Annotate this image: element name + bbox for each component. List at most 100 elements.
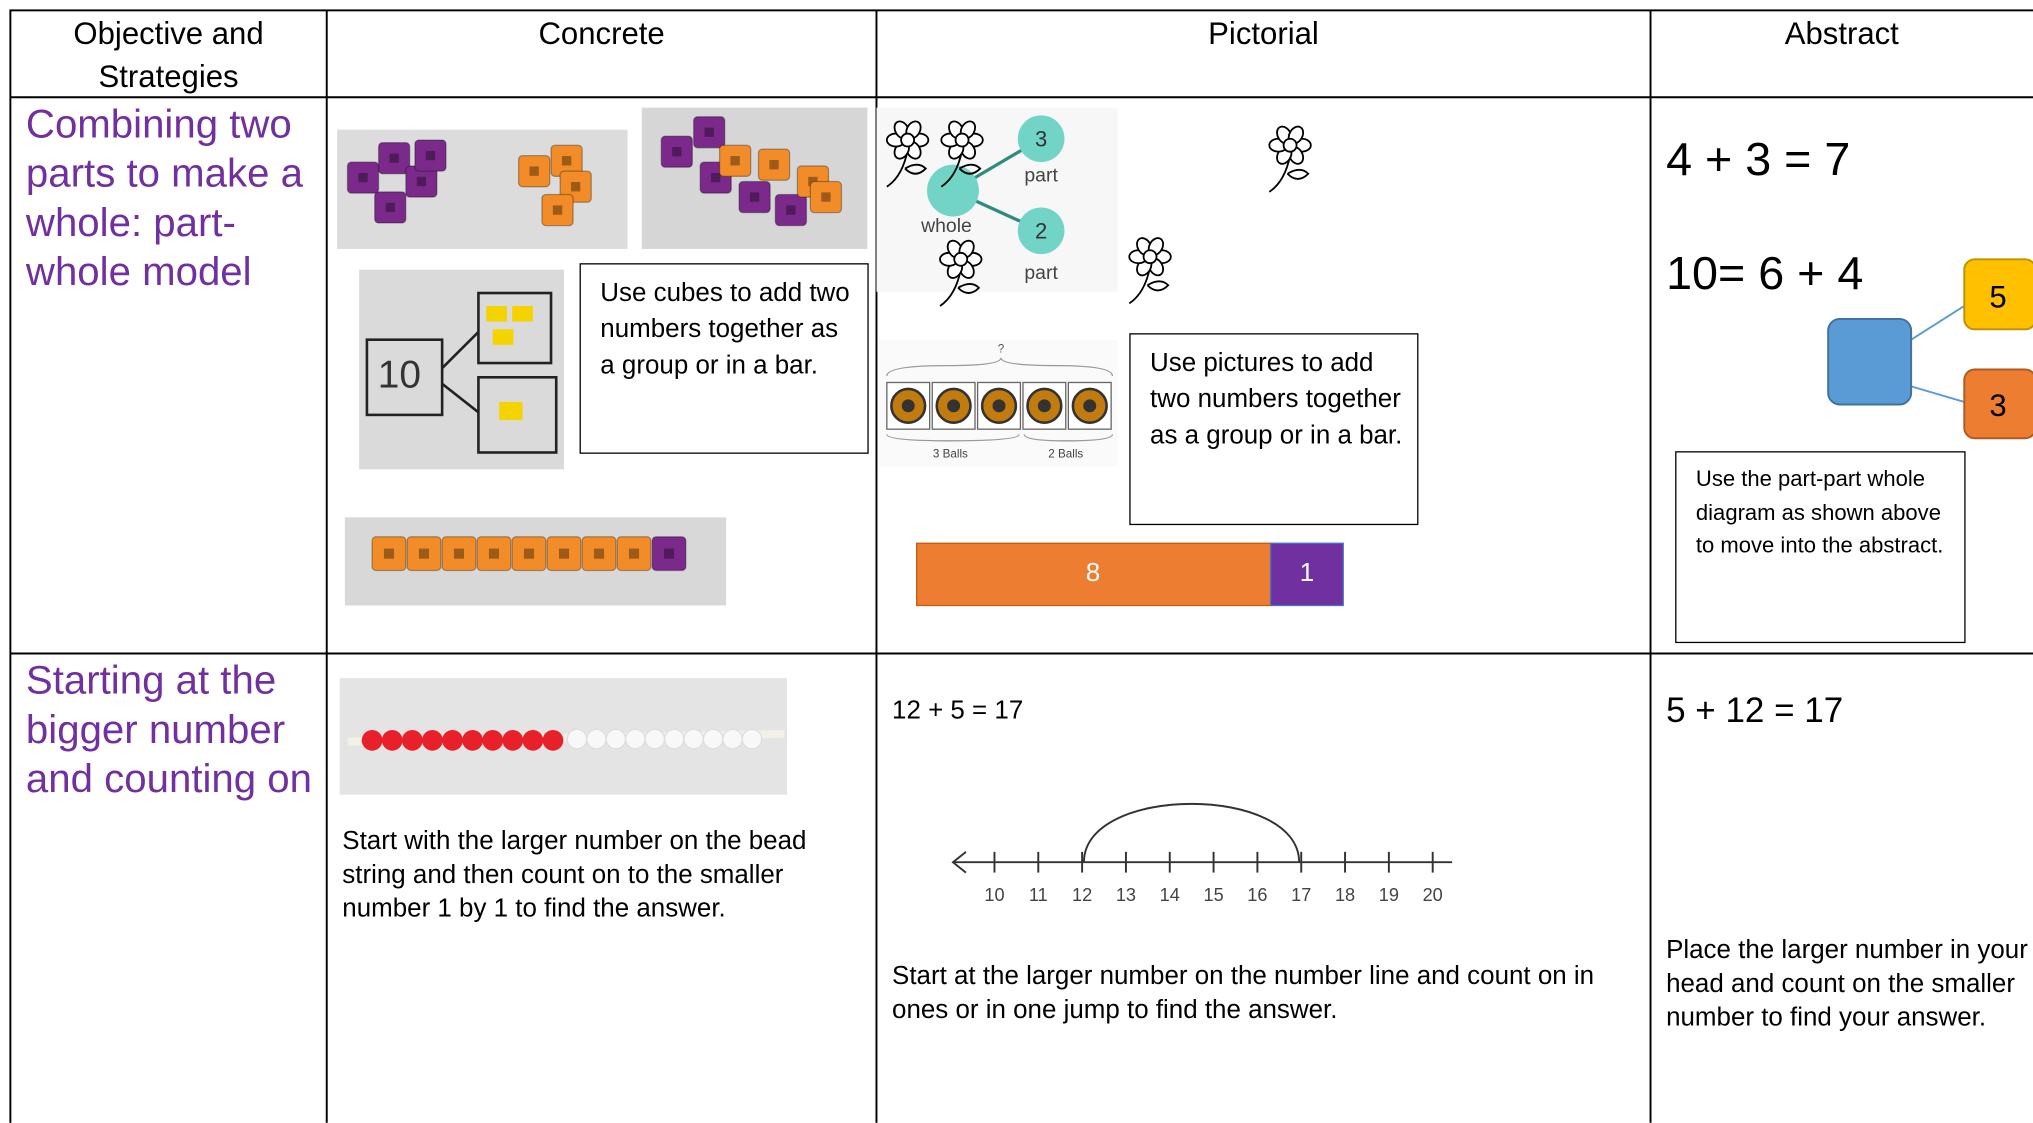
flower-icon xyxy=(1268,125,1312,193)
table-border xyxy=(9,9,2033,1123)
part-circle xyxy=(1017,207,1065,255)
cube-hole xyxy=(808,176,818,187)
cube-hole xyxy=(389,153,399,163)
flower-center xyxy=(1282,137,1298,153)
number-line-label: 10 xyxy=(984,885,1004,905)
diagram-link xyxy=(1910,305,1965,403)
bar-label: 1 xyxy=(1300,559,1314,587)
number-line-label: 14 xyxy=(1160,885,1180,905)
cube-hole xyxy=(418,548,430,559)
bead xyxy=(361,729,383,751)
header-cell: Pictorial xyxy=(1208,16,1319,52)
note-box: Use pictures to add two numbers together… xyxy=(1129,333,1419,526)
cube xyxy=(346,161,380,194)
flower-icon xyxy=(885,120,930,188)
jump-arc xyxy=(1082,802,1301,863)
ball-patch xyxy=(947,399,961,413)
cube-hole xyxy=(628,548,640,559)
balls-label: 3 Balls xyxy=(933,448,968,461)
cube-hole xyxy=(672,147,682,157)
small-cube xyxy=(486,305,507,322)
part-whole-photo xyxy=(359,269,565,470)
cube-hole xyxy=(385,202,395,213)
whole-box xyxy=(1827,317,1913,406)
bead xyxy=(586,728,607,750)
equation: 10= 6 + 4 xyxy=(1666,246,1864,300)
header-cell: Concrete xyxy=(538,16,665,52)
number-line-label: 16 xyxy=(1247,885,1267,905)
flower-center xyxy=(1142,249,1158,265)
cube-hole xyxy=(523,548,535,559)
flower-center xyxy=(900,132,915,148)
part-box xyxy=(1963,368,2033,440)
balls-question: ? xyxy=(998,343,1005,356)
cube xyxy=(517,154,551,188)
bead xyxy=(502,729,524,751)
bead xyxy=(683,728,705,750)
flower-center xyxy=(954,132,970,148)
bead xyxy=(722,728,743,750)
part-box xyxy=(1963,258,2033,331)
cube xyxy=(406,536,442,572)
diagram-number: 2 xyxy=(1035,219,1047,244)
cube-hole xyxy=(786,205,796,215)
cube xyxy=(616,536,652,572)
number-line-label: 12 xyxy=(1072,885,1092,905)
photo-box xyxy=(477,291,553,365)
diagram-label: part xyxy=(1024,262,1058,284)
bead xyxy=(605,728,627,750)
cube xyxy=(757,148,791,181)
cube xyxy=(651,536,687,572)
diagram-label: whole xyxy=(920,215,972,237)
cube xyxy=(441,536,477,572)
bead xyxy=(401,729,423,751)
note-box: Use cubes to add two numbers together as… xyxy=(579,263,869,454)
brace xyxy=(886,434,1114,442)
cube-hole xyxy=(769,159,779,170)
note-text: Use the part-part whole diagram as shown… xyxy=(1695,466,1944,558)
bead xyxy=(522,729,544,751)
cube-hole xyxy=(453,548,465,559)
cube xyxy=(511,536,547,572)
photo-connector xyxy=(441,331,480,414)
header-cell: Abstract xyxy=(1784,16,1899,52)
bead xyxy=(566,728,588,750)
flower-icon xyxy=(939,239,983,307)
cube-hole xyxy=(571,182,581,192)
flower-center xyxy=(953,251,969,267)
flower-icon xyxy=(1128,237,1172,305)
number-line-label: 15 xyxy=(1203,885,1223,905)
cube xyxy=(546,536,582,572)
small-cube xyxy=(492,329,514,345)
number-line-arrow xyxy=(951,851,967,874)
small-cube xyxy=(499,401,523,421)
part-circle xyxy=(1017,115,1065,163)
cube-hole xyxy=(558,548,570,559)
flower-icon xyxy=(940,120,984,188)
header-cell: Objective and Strategies xyxy=(73,16,264,95)
bead xyxy=(442,729,463,751)
bar-part xyxy=(916,542,1272,607)
note-text: Start with the larger number on the bead… xyxy=(342,827,807,924)
part-number: 3 xyxy=(1989,388,2006,423)
note-box: Use the part-part whole diagram as shown… xyxy=(1675,451,1966,644)
note-text: Place the larger number in your head and… xyxy=(1666,936,2028,1033)
cube-hole xyxy=(425,150,436,161)
cube xyxy=(774,193,808,227)
note-text: Use pictures to add two numbers together… xyxy=(1150,348,1403,450)
whole-circle xyxy=(927,164,979,217)
cube-hole xyxy=(593,548,605,559)
cube xyxy=(374,191,407,224)
cube xyxy=(476,536,512,572)
bead xyxy=(663,728,685,750)
equation: 5 + 12 = 17 xyxy=(1666,691,1844,730)
ball-patch xyxy=(992,399,1006,413)
number-line-label: 11 xyxy=(1029,885,1048,905)
bead xyxy=(741,728,763,750)
ball-patch xyxy=(901,399,915,413)
table-grid xyxy=(9,9,2033,1123)
cube xyxy=(377,141,411,175)
photo-box xyxy=(365,338,444,417)
cube xyxy=(660,135,694,168)
